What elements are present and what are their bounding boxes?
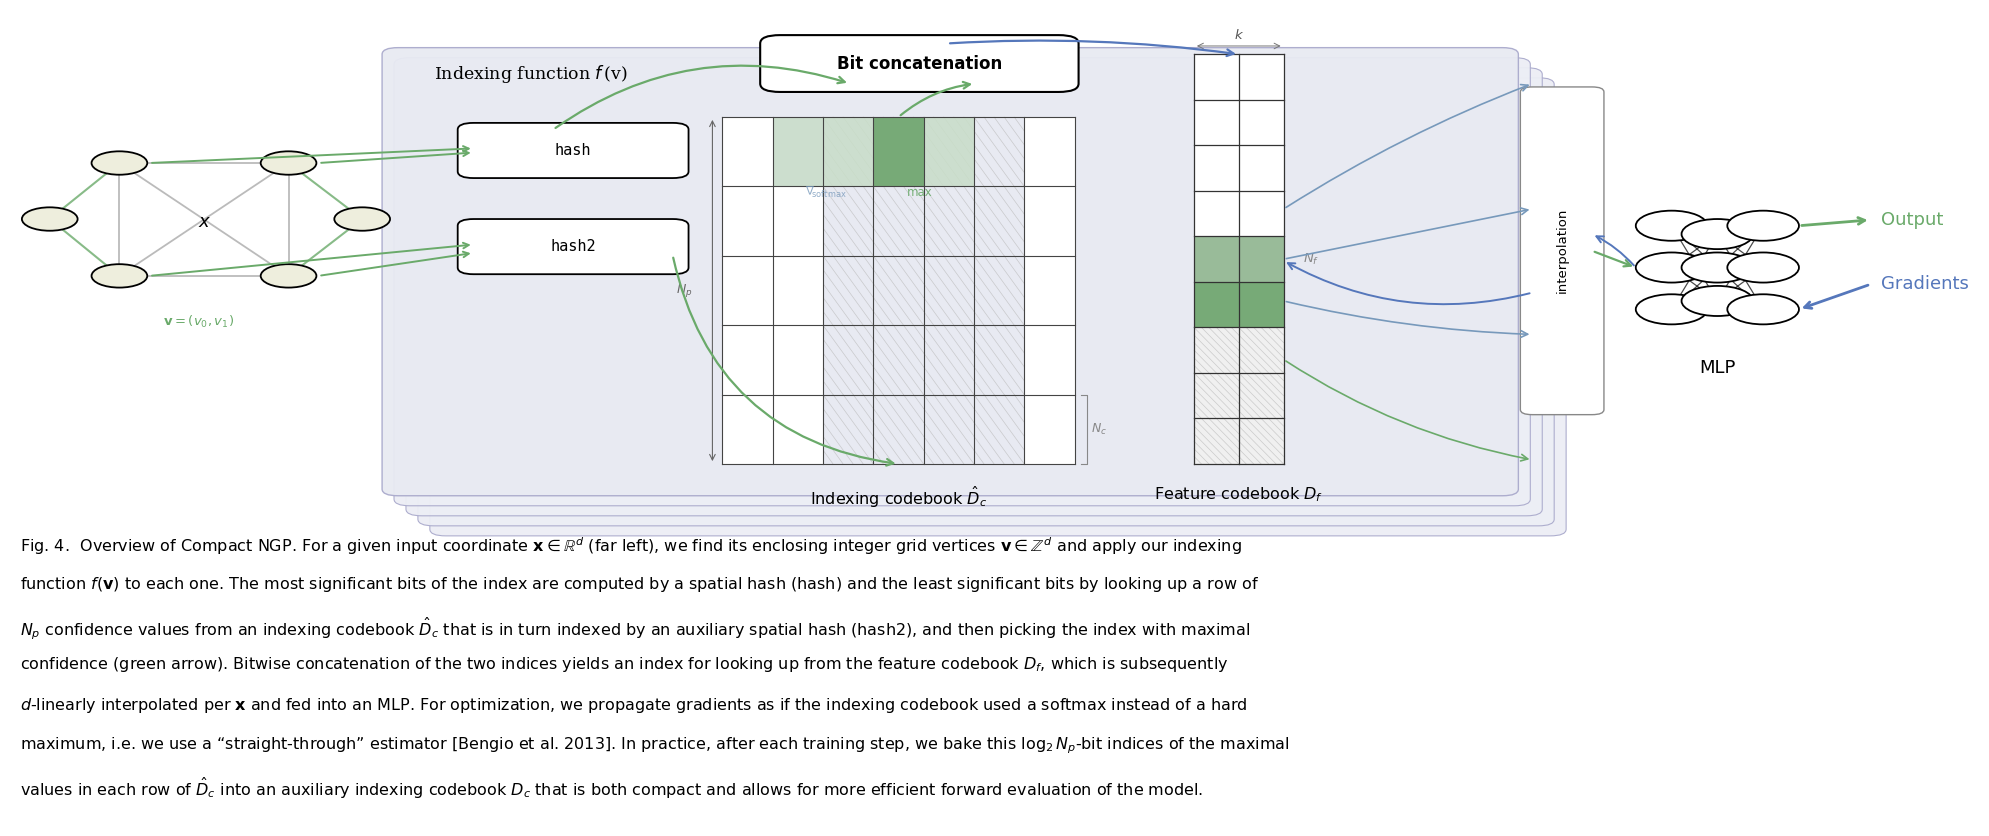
Bar — [1237, 373, 1283, 419]
Bar — [1024, 186, 1074, 256]
Text: MLP: MLP — [1699, 359, 1734, 378]
Bar — [1193, 419, 1237, 464]
Text: values in each row of $\hat{D}_c$ into an auxiliary indexing codebook $D_c$ that: values in each row of $\hat{D}_c$ into a… — [20, 776, 1203, 801]
FancyBboxPatch shape — [394, 58, 1530, 506]
Circle shape — [1635, 252, 1707, 283]
Bar — [1193, 54, 1237, 99]
Bar — [1193, 328, 1237, 373]
Text: $N_p$ confidence values from an indexing codebook $\hat{D}_c$ that is in turn in: $N_p$ confidence values from an indexing… — [20, 615, 1249, 642]
Text: $N_p$: $N_p$ — [676, 282, 692, 299]
Circle shape — [1635, 294, 1707, 324]
Circle shape — [1726, 211, 1798, 241]
Text: hash2: hash2 — [551, 239, 595, 254]
Bar — [1193, 237, 1237, 282]
Text: Gradients: Gradients — [1880, 275, 1967, 293]
Text: $\mathbf{v}{=}(v_0, v_1)$: $\mathbf{v}{=}(v_0, v_1)$ — [163, 314, 235, 330]
Bar — [722, 117, 772, 186]
Circle shape — [1726, 252, 1798, 283]
Circle shape — [1681, 286, 1752, 316]
Circle shape — [1681, 252, 1752, 283]
Bar — [1024, 325, 1074, 395]
Bar — [1193, 99, 1237, 145]
Text: Bit concatenation: Bit concatenation — [835, 54, 1002, 73]
Bar — [1193, 145, 1237, 191]
Bar — [1237, 145, 1283, 191]
Circle shape — [91, 264, 147, 288]
Text: Indexing codebook $\hat{D}_c$: Indexing codebook $\hat{D}_c$ — [810, 485, 987, 510]
FancyBboxPatch shape — [418, 78, 1553, 526]
Text: confidence (green arrow). Bitwise concatenation of the two indices yields an ind: confidence (green arrow). Bitwise concat… — [20, 655, 1227, 675]
FancyBboxPatch shape — [760, 35, 1078, 92]
Text: Indexing function $f\,$(v): Indexing function $f\,$(v) — [434, 64, 627, 85]
Bar — [873, 117, 923, 186]
Circle shape — [261, 264, 316, 288]
Text: function $f(\mathbf{v})$ to each one. The most significant bits of the index are: function $f(\mathbf{v})$ to each one. Th… — [20, 575, 1259, 594]
Circle shape — [1681, 219, 1752, 249]
Bar — [1024, 117, 1074, 186]
Bar — [1237, 328, 1283, 373]
Bar — [823, 117, 873, 186]
Bar — [1237, 282, 1283, 328]
Bar — [1237, 191, 1283, 237]
Text: maximum, i.e. we use a “straight-through” estimator [Bengio et al. 2013]. In pra: maximum, i.e. we use a “straight-through… — [20, 736, 1289, 757]
Bar — [772, 325, 823, 395]
Text: Fig. 4.  Overview of Compact NGP. For a given input coordinate $\mathbf{x} \in \: Fig. 4. Overview of Compact NGP. For a g… — [20, 535, 1241, 557]
FancyBboxPatch shape — [430, 88, 1565, 536]
FancyBboxPatch shape — [1520, 87, 1603, 415]
Text: $N_f$: $N_f$ — [1303, 252, 1319, 267]
Text: max: max — [907, 186, 931, 199]
Bar — [772, 117, 823, 186]
Bar — [1237, 237, 1283, 282]
Text: Output: Output — [1880, 211, 1941, 229]
Bar — [722, 186, 772, 256]
Text: hash: hash — [555, 143, 591, 158]
Bar — [1024, 395, 1074, 464]
Circle shape — [261, 151, 316, 175]
Text: Feature codebook $D_f$: Feature codebook $D_f$ — [1154, 485, 1323, 503]
Bar — [1193, 191, 1237, 237]
Text: $d$-linearly interpolated per $\mathbf{x}$ and fed into an MLP. For optimization: $d$-linearly interpolated per $\mathbf{x… — [20, 696, 1247, 715]
Bar — [923, 117, 973, 186]
Bar — [722, 395, 772, 464]
FancyBboxPatch shape — [406, 68, 1541, 516]
Bar — [1237, 99, 1283, 145]
Bar — [1237, 54, 1283, 99]
Circle shape — [91, 151, 147, 175]
Text: $x$: $x$ — [199, 212, 211, 231]
Bar — [772, 256, 823, 325]
Bar — [772, 186, 823, 256]
FancyBboxPatch shape — [457, 123, 688, 178]
Bar — [722, 256, 772, 325]
Bar — [1237, 419, 1283, 464]
Bar — [1193, 373, 1237, 419]
Bar — [1024, 256, 1074, 325]
Text: $\nabla_{\!\mathrm{softmax}}$: $\nabla_{\!\mathrm{softmax}}$ — [806, 185, 845, 200]
Text: $N_c$: $N_c$ — [1090, 421, 1106, 437]
Bar — [772, 395, 823, 464]
Text: interpolation: interpolation — [1555, 208, 1567, 293]
Circle shape — [1635, 211, 1707, 241]
Bar — [1193, 282, 1237, 328]
FancyBboxPatch shape — [382, 48, 1518, 496]
FancyBboxPatch shape — [457, 219, 688, 274]
Circle shape — [22, 207, 78, 231]
Text: $k$: $k$ — [1233, 28, 1243, 42]
Circle shape — [1726, 294, 1798, 324]
Circle shape — [334, 207, 390, 231]
Bar — [722, 325, 772, 395]
